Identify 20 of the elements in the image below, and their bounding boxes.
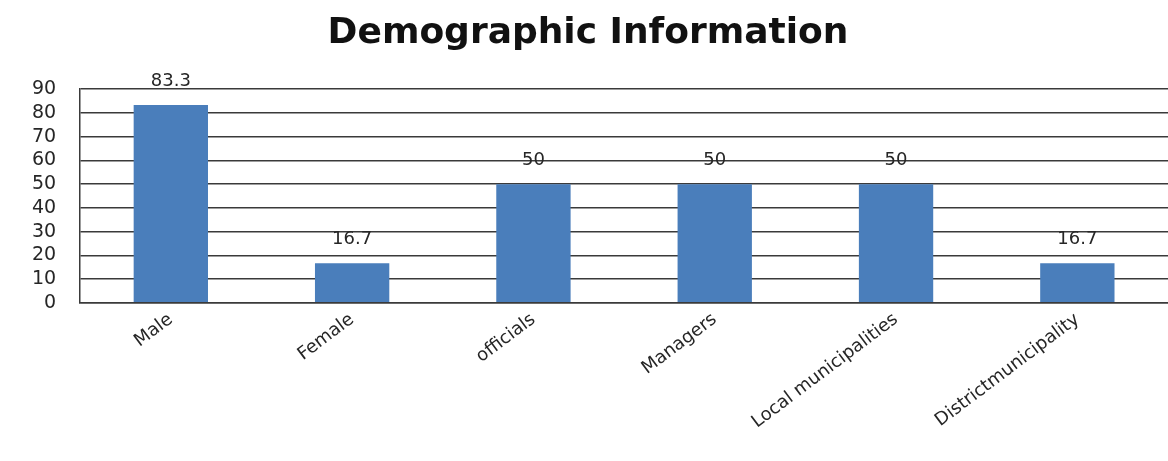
bar: [496, 184, 571, 303]
y-tick-label: 40: [31, 194, 57, 217]
bar: [858, 184, 934, 303]
y-tick-label: 50: [31, 171, 57, 194]
y-tick-label: 90: [31, 76, 57, 99]
y-tick-label: 80: [31, 99, 57, 122]
data-label: 16.7: [1057, 226, 1098, 248]
y-tick-label: 20: [31, 242, 57, 265]
y-tick-label: 30: [31, 218, 57, 241]
chart-title: Demographic Information: [327, 9, 849, 51]
bar: [1040, 263, 1115, 303]
bar: [314, 263, 390, 303]
bar: [133, 105, 208, 303]
y-tick-label: 0: [44, 289, 57, 312]
y-tick-label: 60: [31, 147, 57, 170]
data-label: 16.7: [332, 226, 373, 248]
y-tick-label: 10: [31, 266, 57, 289]
y-tick-label: 70: [31, 123, 57, 146]
bar: [677, 184, 752, 303]
data-label: 83.3: [150, 68, 191, 90]
